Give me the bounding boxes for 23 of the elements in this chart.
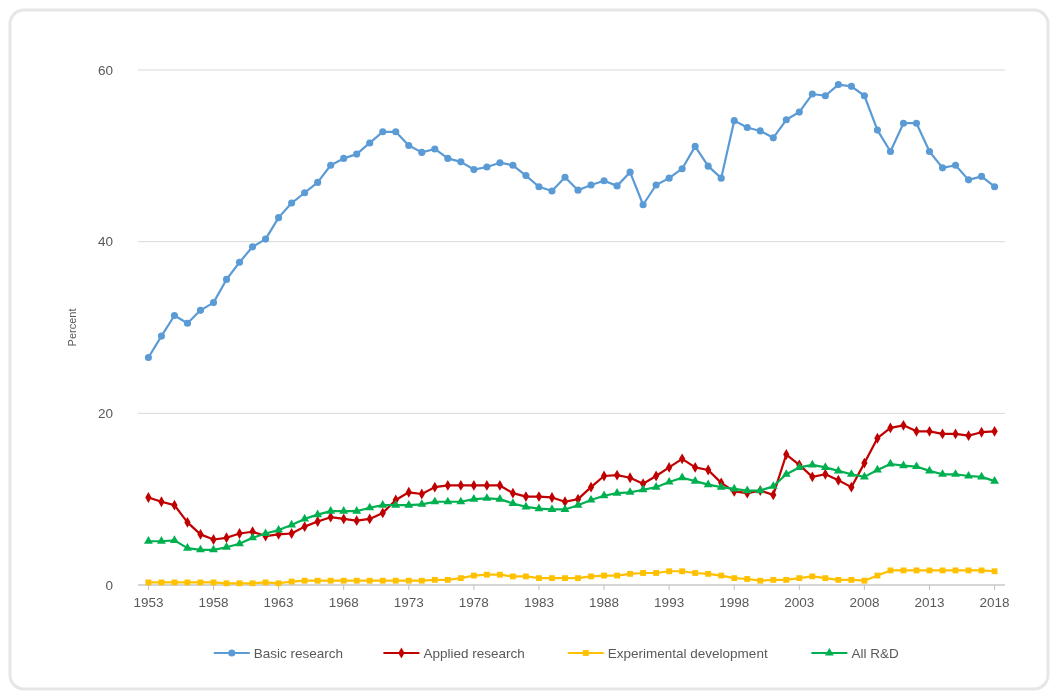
x-tick-label: 2003: [784, 595, 815, 610]
x-tick-label: 1983: [523, 595, 554, 610]
legend-label: Experimental development: [607, 645, 768, 661]
y-tick-label: 60: [97, 62, 113, 78]
y-tick-label: 0: [105, 577, 113, 593]
x-tick-label: 1973: [393, 595, 424, 610]
x-tick-label: 2018: [979, 595, 1010, 610]
x-tick-label: 2013: [914, 595, 945, 610]
x-tick-label: 1998: [719, 595, 750, 610]
x-tick-label: 1953: [133, 595, 164, 610]
x-tick-label: 1968: [328, 595, 359, 610]
x-tick-label: 1958: [198, 595, 229, 610]
y-axis-title: Percent: [66, 308, 78, 347]
y-tick-label: 40: [97, 234, 113, 250]
x-tick-label: 1993: [654, 595, 685, 610]
x-tick-label: 1963: [263, 595, 294, 610]
x-tick-label: 1978: [458, 595, 489, 610]
legend-label: Basic research: [253, 645, 344, 661]
x-tick-label: 2008: [849, 595, 880, 610]
y-tick-label: 20: [97, 406, 113, 422]
legend-label: All R&D: [851, 645, 899, 661]
x-tick-label: 1988: [589, 595, 620, 610]
legend-label: Applied research: [423, 645, 525, 661]
